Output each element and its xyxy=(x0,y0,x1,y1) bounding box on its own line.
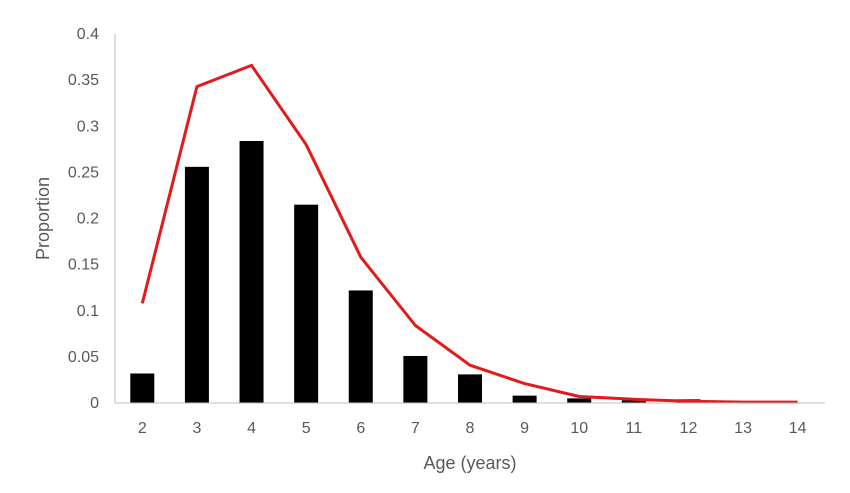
bar xyxy=(403,355,428,403)
x-tick-label: 6 xyxy=(356,420,365,437)
bar xyxy=(184,166,209,403)
bar xyxy=(130,373,155,403)
x-tick-label: 3 xyxy=(192,420,201,437)
bar xyxy=(621,400,646,403)
bar xyxy=(567,398,592,403)
series-line xyxy=(140,63,798,404)
x-tick-label: 11 xyxy=(626,420,643,437)
y-tick-label: 0.1 xyxy=(77,303,99,320)
bar xyxy=(458,374,482,403)
x-tick-label: 8 xyxy=(466,420,475,437)
x-tick-label: 12 xyxy=(680,420,698,437)
y-tick-label: 0.2 xyxy=(77,211,99,228)
line-layer xyxy=(140,63,798,404)
x-tick-label: 14 xyxy=(789,420,807,437)
y-tick-label: 0.15 xyxy=(68,257,99,274)
y-tick-label: 0.05 xyxy=(68,349,99,366)
bar xyxy=(294,204,319,403)
bar xyxy=(348,290,373,403)
bars-layer xyxy=(130,141,701,403)
y-tick-label: 0.3 xyxy=(77,118,99,135)
y-tick-label: 0.4 xyxy=(77,26,99,43)
y-tick-label: 0.25 xyxy=(68,164,99,181)
x-tick-label: 13 xyxy=(734,420,752,437)
x-tick-labels: 2 3 4 5 6 7 8 9 10 11 12 13 14 xyxy=(138,420,807,437)
x-tick-label: 5 xyxy=(302,420,311,437)
x-tick-label: 2 xyxy=(138,420,147,437)
x-tick-label: 7 xyxy=(411,420,420,437)
x-tick-label: 9 xyxy=(520,420,529,437)
x-tick-label: 4 xyxy=(247,420,256,437)
y-axis-title: Proportion xyxy=(33,177,53,260)
bar xyxy=(239,141,264,403)
y-tick-labels: 0 0.05 0.1 0.15 0.2 0.25 0.3 0.35 0.4 xyxy=(68,26,99,412)
x-tick-label: 10 xyxy=(570,420,588,437)
bar xyxy=(512,395,537,403)
y-tick-label: 0.35 xyxy=(68,72,99,89)
y-tick-label: 0 xyxy=(90,395,99,412)
x-axis-title: Age (years) xyxy=(423,453,516,473)
